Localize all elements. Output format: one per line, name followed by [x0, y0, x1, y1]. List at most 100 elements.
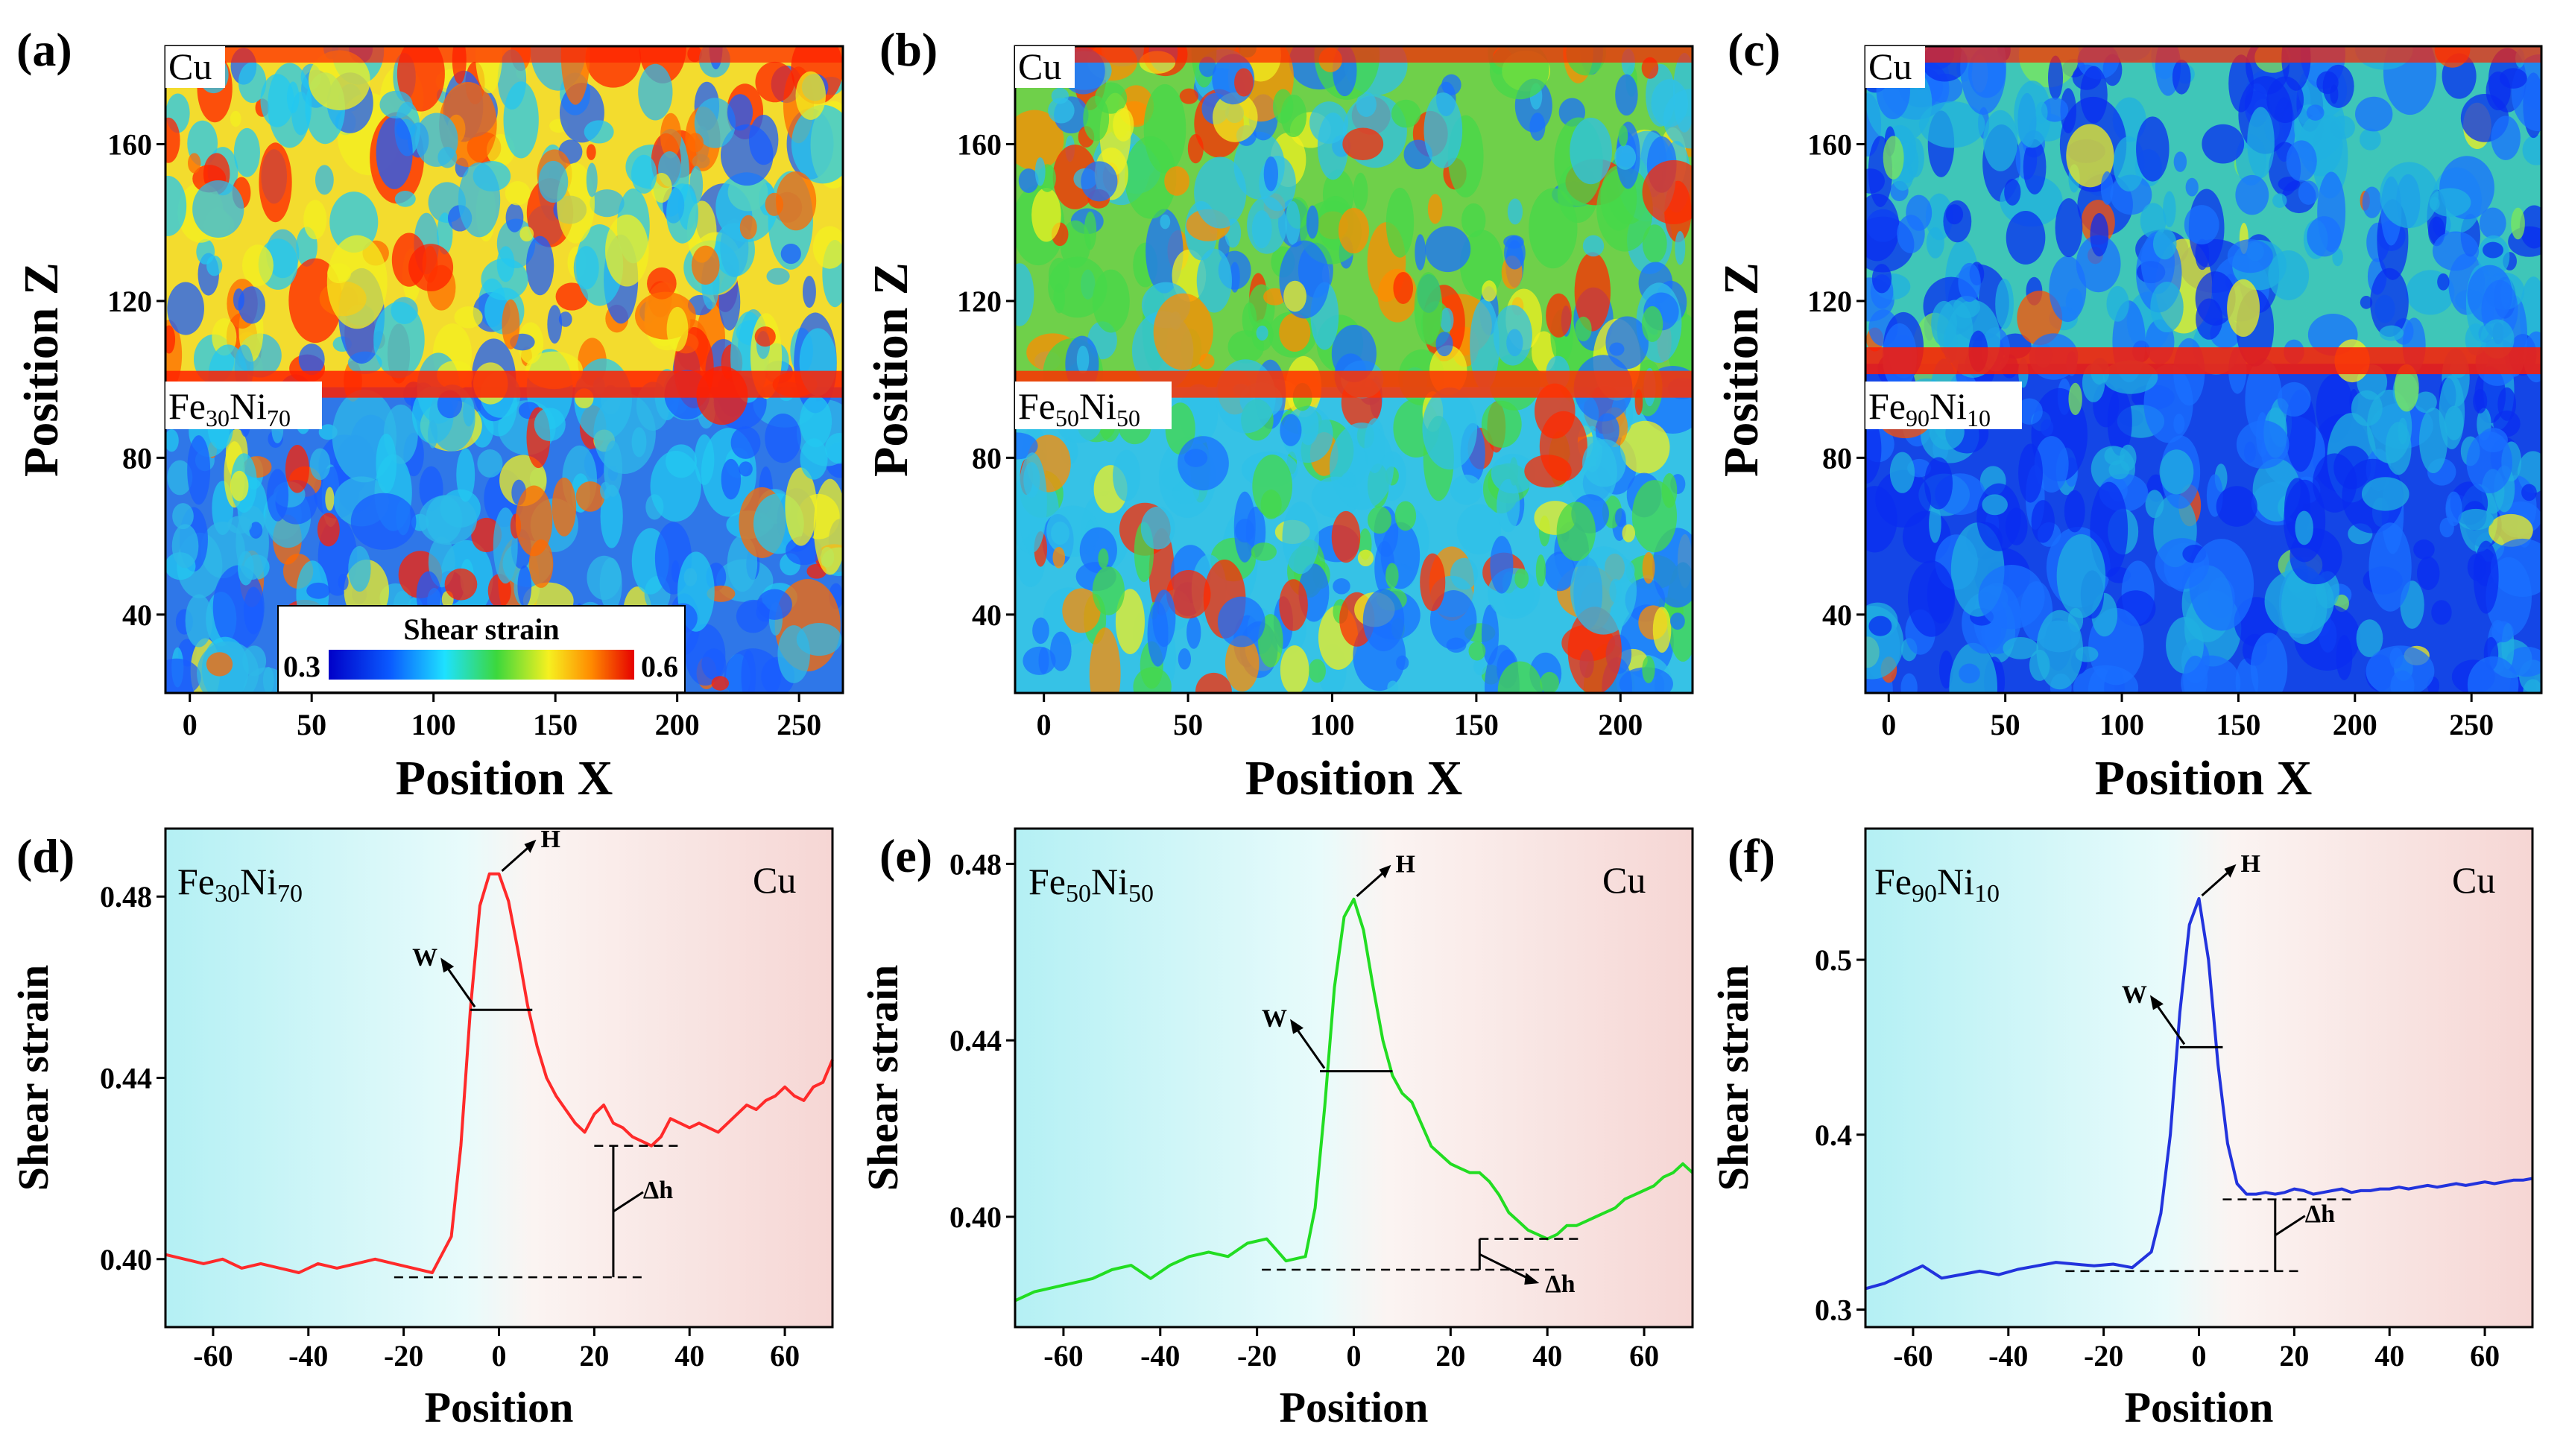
strain-blob — [2173, 414, 2185, 434]
x-tick-label: 0 — [1347, 1339, 1362, 1373]
x-axis-title: Position — [2125, 1383, 2274, 1431]
x-tick-label: 150 — [2216, 708, 2260, 741]
alloy-label-d: Fe30Ni70 — [177, 861, 303, 908]
strain-blob — [2523, 679, 2541, 693]
strain-blob — [586, 162, 598, 197]
strain-blob — [2004, 178, 2021, 206]
strain-blob — [1490, 536, 1514, 594]
strain-blob — [267, 469, 289, 522]
panel-label-b: (b) — [879, 23, 938, 76]
x-tick-label: 50 — [1173, 708, 1203, 741]
strain-blob — [1217, 596, 1265, 648]
strain-map-b — [1015, 46, 1693, 693]
height-pointer — [1356, 871, 1385, 897]
strain-blob — [1420, 553, 1446, 612]
y-axis-title: Shear strain — [1709, 965, 1757, 1191]
strain-blob — [2076, 235, 2121, 293]
strain-blob — [795, 71, 827, 120]
strain-blob — [1280, 414, 1302, 446]
alloy-label-box-a — [165, 382, 322, 429]
strain-blob — [2458, 508, 2494, 531]
strain-blob — [2491, 115, 2521, 160]
strain-blob — [1272, 89, 1294, 124]
strain-blob — [2014, 80, 2052, 148]
x-tick-label: 50 — [297, 708, 326, 741]
strain-blob — [1393, 272, 1414, 304]
strain-blob — [502, 299, 520, 349]
strain-blob — [2227, 279, 2260, 338]
strain-blob — [165, 325, 176, 354]
strain-blob — [1331, 510, 1361, 563]
strain-blob — [1083, 95, 1110, 142]
interface-band — [1865, 347, 2541, 375]
strain-blob — [444, 568, 478, 601]
x-tick-label: 0 — [183, 708, 197, 741]
strain-blob — [1113, 449, 1141, 501]
x-tick-label: 0 — [1037, 708, 1052, 741]
strain-blob — [317, 513, 340, 547]
strain-blob — [1224, 635, 1260, 692]
strain-blob — [1124, 136, 1177, 219]
strain-blob — [348, 545, 371, 592]
strain-blob — [701, 648, 727, 680]
strain-blob — [2467, 656, 2519, 693]
strain-blob — [1403, 139, 1432, 170]
x-tick-label: 60 — [2470, 1339, 2500, 1373]
y-axis-title: Position Z — [1714, 262, 1769, 477]
strain-blob — [2473, 388, 2488, 414]
shear-strain-line — [1014, 897, 1694, 1303]
strain-blob — [730, 426, 761, 459]
strain-blob — [2003, 637, 2039, 659]
strain-blob — [2068, 382, 2082, 416]
y-tick-label: 0.44 — [949, 1024, 1002, 1057]
strain-blob — [1423, 92, 1463, 168]
strain-blob — [813, 478, 843, 575]
y-tick-label: 40 — [1822, 598, 1852, 632]
strain-blob — [1427, 194, 1443, 224]
x-tick-label: -40 — [1988, 1339, 2028, 1373]
strain-blob — [1482, 280, 1497, 302]
strain-blob — [2120, 444, 2137, 471]
strain-blob — [1570, 117, 1612, 185]
strain-blob — [171, 524, 199, 569]
strain-blob — [1540, 671, 1559, 693]
delta-h-pointer — [2274, 1215, 2306, 1237]
strain-blob — [1900, 673, 1918, 693]
strain-blob — [694, 98, 736, 148]
strain-blob — [1367, 506, 1392, 534]
strain-blob — [379, 90, 413, 119]
strain-blob — [2379, 325, 2404, 341]
x-tick-label: 20 — [579, 1339, 609, 1373]
strain-blob — [593, 393, 656, 474]
strain-blob — [2047, 55, 2064, 100]
strain-blob — [2383, 46, 2437, 115]
strain-blob — [1425, 226, 1471, 273]
panel-b: (b) 0 50 100 150 200 40 80 120 160 Position X Posi… — [864, 23, 1694, 805]
strain-blob — [2100, 171, 2114, 205]
strain-blob — [1924, 457, 1953, 510]
strain-blob — [2150, 281, 2184, 333]
strain-field-a — [165, 46, 843, 693]
strain-blob — [1166, 570, 1211, 619]
strain-blob — [1076, 345, 1090, 374]
panel-d: (d) W H Δh -60 -40 -20 0 20 40 60 0.40 0.44 0.48 Pos… — [9, 826, 834, 1431]
strain-blob — [373, 301, 425, 379]
strain-blob — [243, 586, 264, 635]
strain-blob — [2298, 180, 2319, 205]
x-tick-label: 50 — [1991, 708, 2020, 741]
strain-blob — [185, 594, 213, 648]
strain-blob — [1048, 98, 1075, 124]
strain-blob — [2185, 177, 2199, 197]
strain-blob — [1456, 504, 1502, 555]
strain-blob — [2173, 151, 2187, 172]
strain-blob — [1391, 99, 1421, 128]
strain-blob — [172, 503, 194, 530]
strain-blob — [2307, 216, 2342, 257]
panel-label-f: (f) — [1728, 829, 1775, 882]
strain-blob — [1983, 110, 2018, 171]
strain-blob — [1362, 589, 1405, 652]
strain-blob — [2272, 193, 2287, 209]
strain-blob — [1089, 627, 1121, 693]
strain-blob — [1982, 494, 2008, 516]
strain-blob — [1491, 453, 1536, 494]
